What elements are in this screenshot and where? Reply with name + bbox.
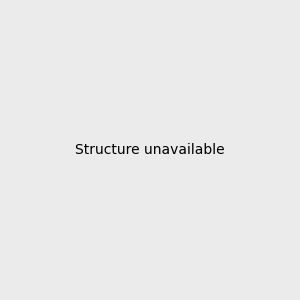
Text: Structure unavailable: Structure unavailable <box>75 143 225 157</box>
